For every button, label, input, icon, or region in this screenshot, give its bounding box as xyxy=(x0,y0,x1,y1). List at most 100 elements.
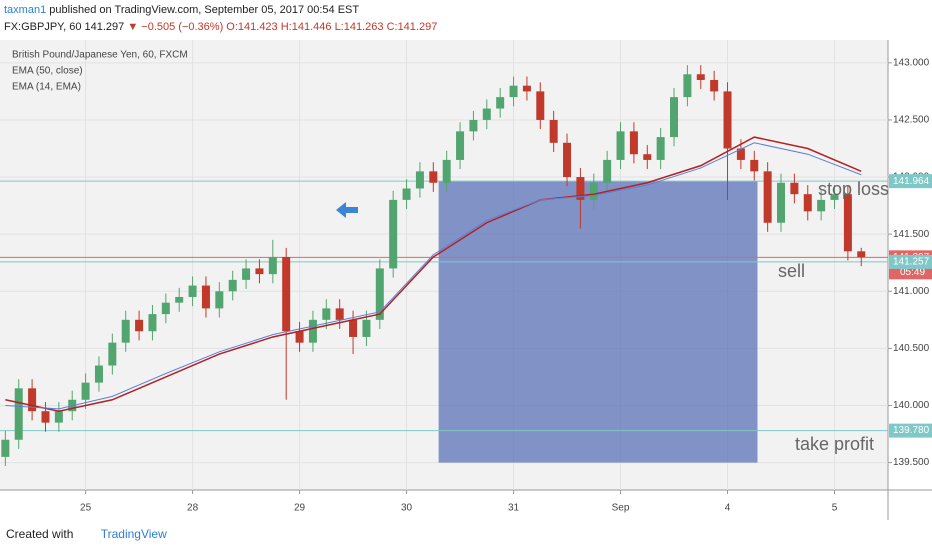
candle-body xyxy=(710,79,719,92)
candle-body xyxy=(349,319,358,337)
candle-body xyxy=(750,159,759,172)
ema-line xyxy=(5,136,862,412)
candle-body xyxy=(402,188,411,200)
legend-series: British Pound/Japanese Yen, 60, FXCM xyxy=(12,50,188,61)
candle-body xyxy=(656,137,665,160)
candle-body xyxy=(215,291,224,309)
candle-body xyxy=(255,268,264,275)
ohlc-close: C:141.297 xyxy=(386,21,438,33)
change: ▼ −0.505 (−0.36%) xyxy=(127,21,224,33)
candle-body xyxy=(54,411,63,423)
candle-body xyxy=(442,159,451,183)
candle-body xyxy=(81,382,90,400)
candle-body xyxy=(643,154,652,160)
x-tick-label: 28 xyxy=(187,503,199,514)
candle-body xyxy=(228,279,237,292)
candle-body xyxy=(522,85,531,92)
candle-body xyxy=(670,97,679,138)
candle-body xyxy=(843,194,852,252)
x-tick-label: Sep xyxy=(612,503,630,514)
candle-body xyxy=(763,171,772,223)
annotation: stop loss xyxy=(818,179,889,199)
published: published on TradingView.com, September … xyxy=(49,4,360,16)
candle-body xyxy=(576,177,585,200)
candle-body xyxy=(696,74,705,80)
candle-body xyxy=(509,85,518,98)
y-tick-label: 143.000 xyxy=(893,57,930,68)
candle-body xyxy=(161,302,170,315)
x-tick-label: 4 xyxy=(725,503,731,514)
x-tick-label: 29 xyxy=(294,503,306,514)
annotation: take profit xyxy=(795,434,874,454)
ohlc-open: O:141.423 xyxy=(226,21,278,33)
candle-body xyxy=(777,182,786,223)
y-tick-label: 141.000 xyxy=(893,286,930,297)
candle-body xyxy=(389,199,398,269)
candle-body xyxy=(148,314,157,332)
trade-box xyxy=(438,181,758,463)
y-tick-label: 142.500 xyxy=(893,115,930,126)
candle-body xyxy=(175,296,184,303)
candle-body xyxy=(108,342,117,366)
candle-body xyxy=(41,411,50,423)
level-tag xyxy=(889,174,932,189)
candle-body xyxy=(616,131,625,160)
candle-body xyxy=(14,388,23,440)
price: 141.297 xyxy=(84,21,125,33)
footer: Created with TradingView xyxy=(6,527,167,541)
y-tick-label: 139.500 xyxy=(893,457,930,468)
candle-body xyxy=(723,91,732,149)
symbol-line: FX:GBPJPY, 60 141.297 ▼ −0.505 (−0.36%) … xyxy=(4,21,437,33)
y-tick-label: 140.000 xyxy=(893,400,930,411)
candle-body xyxy=(135,319,144,332)
symbol: FX:GBPJPY, 60 xyxy=(4,21,82,33)
candle-body xyxy=(375,268,384,320)
candle-body xyxy=(28,388,37,412)
chart: stop loss sell take profit British Pound/J… xyxy=(0,40,932,520)
arrow-icon xyxy=(336,202,358,218)
user[interactable]: taxman1 xyxy=(4,4,47,16)
candle-body xyxy=(188,285,197,297)
candle-body xyxy=(121,319,130,343)
candle-body xyxy=(536,91,545,120)
level-label: 139.780 xyxy=(893,425,930,436)
candle-body xyxy=(563,142,572,178)
header-line: taxman1 published on TradingView.com, Se… xyxy=(4,4,359,16)
candle-body xyxy=(857,251,866,258)
candle-body xyxy=(603,159,612,183)
candle-body xyxy=(308,319,317,343)
candle-body xyxy=(830,194,839,200)
brand[interactable]: TradingView xyxy=(100,527,167,541)
level-label: 141.964 xyxy=(893,176,930,187)
candle-body xyxy=(496,97,505,109)
candle-body xyxy=(629,131,638,155)
candle-body xyxy=(295,331,304,343)
candle-body xyxy=(94,365,103,383)
candle-body xyxy=(415,171,424,189)
created-with: Created with xyxy=(6,527,74,541)
y-tick-label: 141.500 xyxy=(893,229,930,240)
ema-line xyxy=(5,142,862,410)
x-tick-label: 30 xyxy=(401,503,413,514)
annotation: sell xyxy=(778,261,805,281)
legend-ema14: EMA (14, EMA) xyxy=(12,82,81,93)
countdown-label: 05:49 xyxy=(900,267,925,278)
candle-body xyxy=(736,148,745,160)
ohlc-high: H:141.446 xyxy=(280,21,332,33)
candle-body xyxy=(683,74,692,98)
candle-body xyxy=(242,268,251,280)
x-tick-label: 31 xyxy=(508,503,520,514)
level-label: 141.257 xyxy=(893,257,930,268)
level-tag xyxy=(889,254,932,269)
candle-body xyxy=(482,108,491,120)
candle-body xyxy=(282,257,291,332)
legend-ema50: EMA (50, close) xyxy=(12,66,83,77)
ohlc-low: L:141.263 xyxy=(334,21,384,33)
candle-body xyxy=(790,182,799,195)
candle-body xyxy=(1,439,10,457)
candle-body xyxy=(456,131,465,160)
candle-body xyxy=(589,182,598,200)
x-tick-label: 25 xyxy=(80,503,92,514)
candle-body xyxy=(429,171,438,183)
